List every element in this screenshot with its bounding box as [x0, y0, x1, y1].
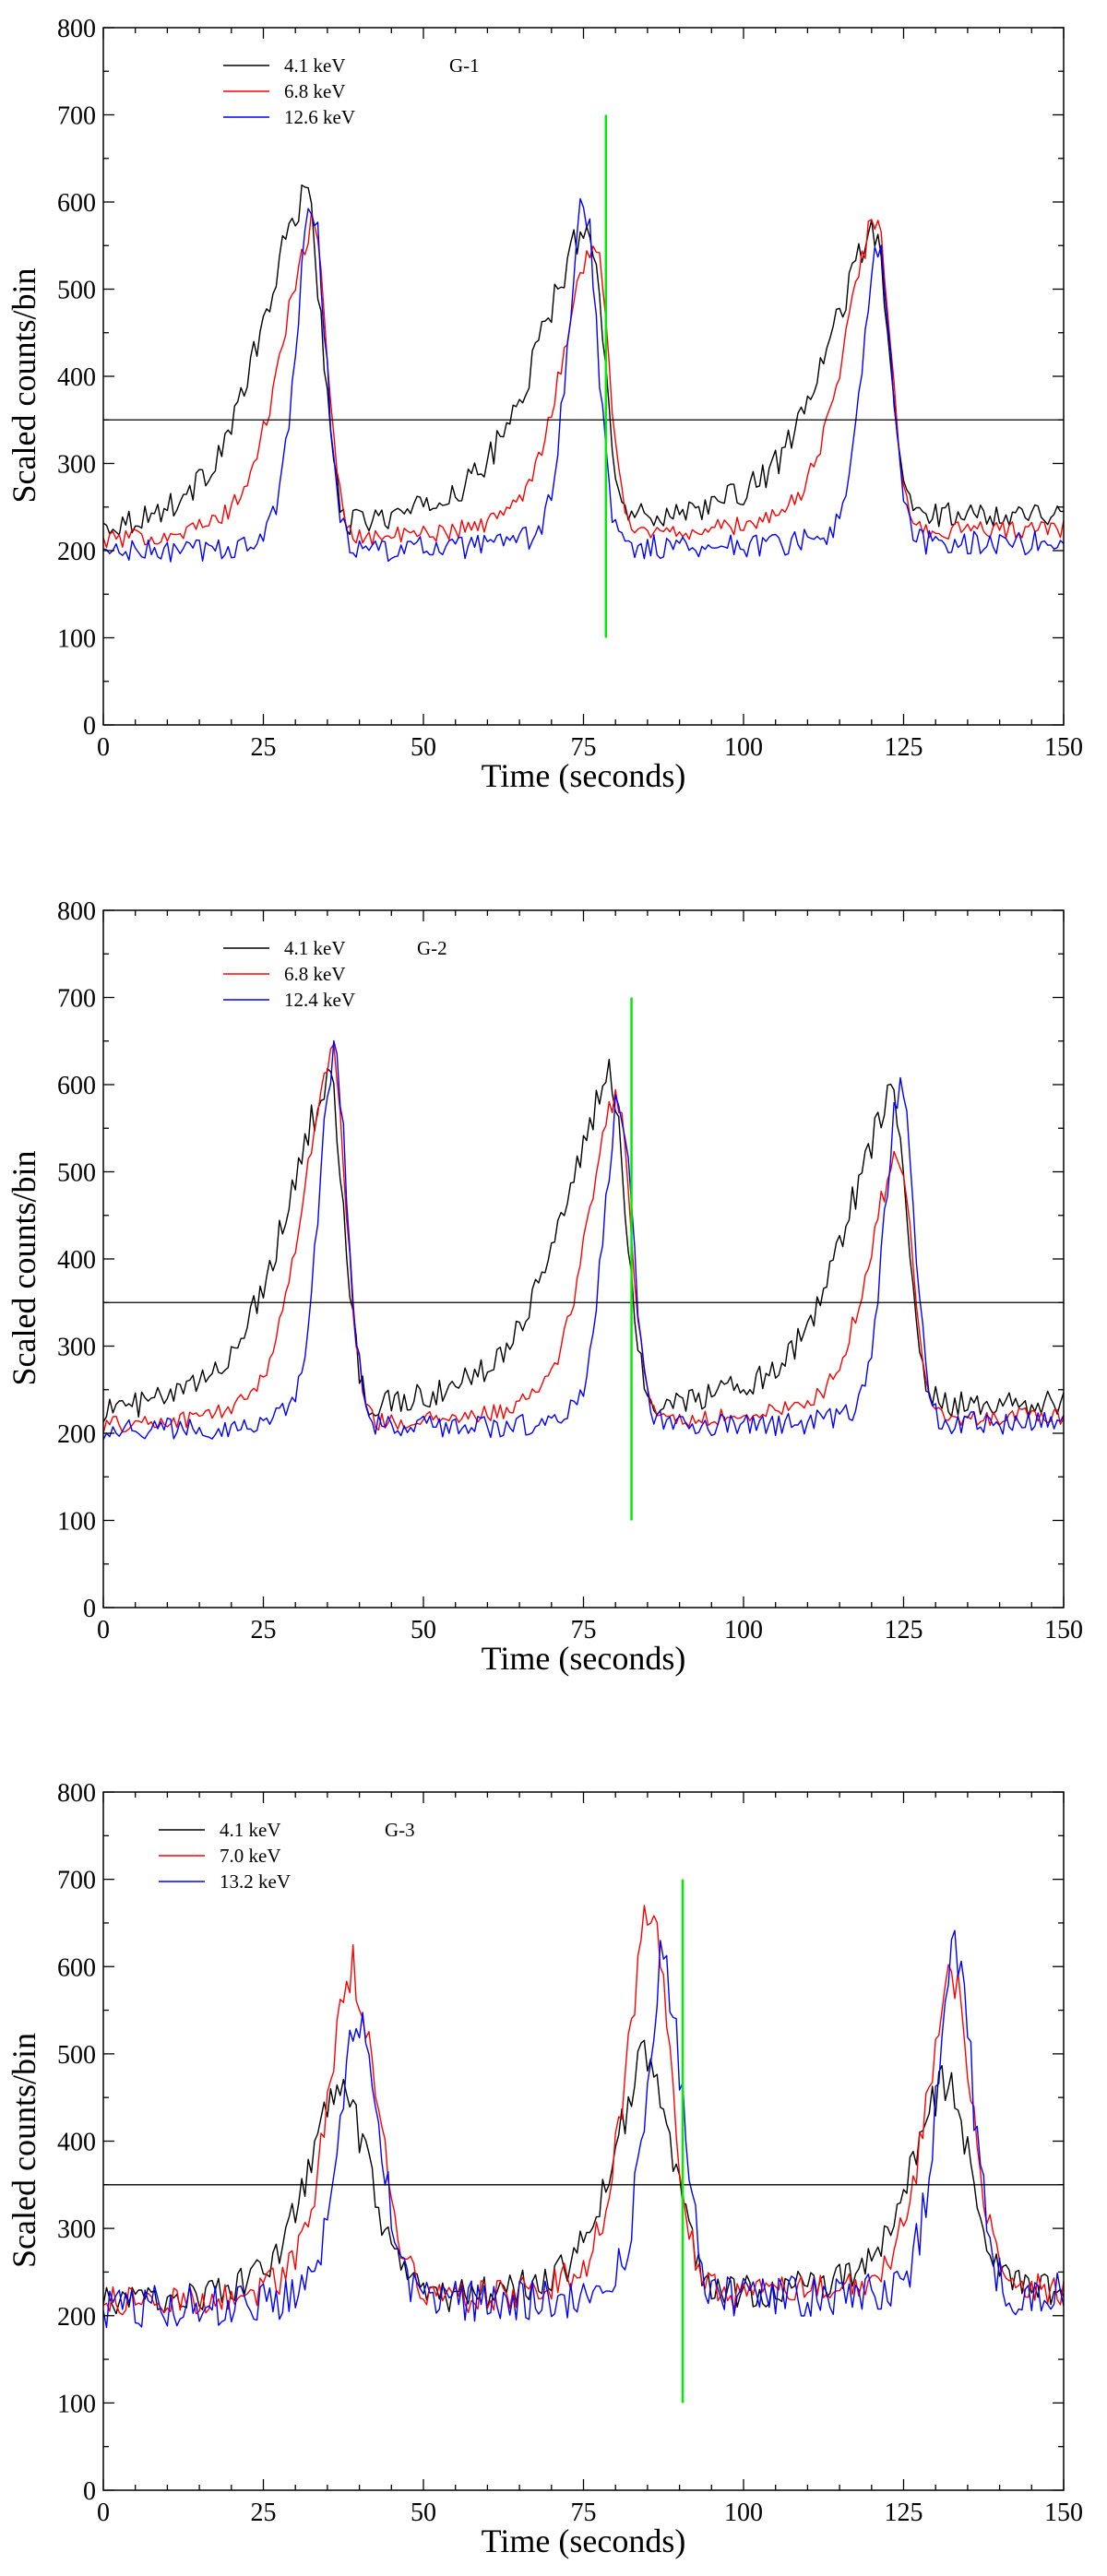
series-line-2	[103, 1905, 1064, 2316]
x-axis-label: Time (seconds)	[482, 757, 686, 794]
chart-panel-3: 0 25 50 75 100 125 150 0 100 200 300 400 500 600 700 80…	[6, 1779, 1083, 2559]
x-tick-label: 75	[571, 733, 597, 762]
series-line-2	[103, 211, 1064, 549]
series-group	[103, 1905, 1064, 2329]
y-tick-label: 800	[57, 897, 96, 926]
y-tick-label: 300	[57, 451, 96, 480]
y-tick-label: 800	[57, 15, 96, 43]
x-tick-label: 50	[411, 1616, 436, 1644]
y-tick-label: 800	[57, 1779, 96, 1808]
x-tick-label: 50	[411, 2499, 436, 2527]
y-tick-label: 500	[57, 277, 96, 305]
x-tick-label: 25	[251, 1616, 277, 1644]
y-tick-label: 200	[57, 2303, 96, 2332]
y-tick-label: 700	[57, 102, 96, 131]
panel-label: G-2	[417, 937, 447, 959]
y-tick-label: 400	[57, 2129, 96, 2157]
x-tick-label: 0	[97, 733, 110, 762]
x-tick-label: 100	[724, 2499, 763, 2527]
chart-panel-2: 0 25 50 75 100 125 150 0 100 200 300 400 500 600 700 80…	[6, 897, 1083, 1677]
panel-label: G-1	[449, 54, 480, 77]
x-tick-label: 125	[885, 1616, 923, 1644]
y-tick-label: 200	[57, 538, 96, 566]
y-axis-label: Scaled counts/bin	[6, 2033, 42, 2268]
y-tick-label: 300	[57, 2215, 96, 2244]
series-group	[103, 1039, 1064, 1441]
plot-frame	[102, 27, 1065, 726]
legend-label-1: 4.1 keV	[284, 54, 346, 77]
y-tick-label: 0	[83, 1595, 96, 1623]
chart-panel-1: 0 25 50 75 100 125 150 0 100 200 300 400 500 600 700 80…	[6, 15, 1083, 794]
legend-label-2: 6.8 keV	[284, 80, 346, 102]
legend-label-3: 13.2 keV	[220, 1870, 291, 1893]
x-tick-label: 0	[97, 1616, 110, 1644]
plot-frame	[102, 909, 1065, 1609]
x-tick-label: 100	[724, 733, 763, 762]
legend-label-3: 12.4 keV	[284, 989, 355, 1011]
y-tick-label: 200	[57, 1420, 96, 1449]
x-tick-label: 100	[724, 1616, 763, 1644]
x-tick-label: 50	[411, 733, 436, 762]
y-tick-label: 500	[57, 2041, 96, 2070]
y-tick-label: 600	[57, 1953, 96, 1982]
y-tick-label: 300	[57, 1334, 96, 1362]
series-group	[103, 184, 1064, 563]
y-tick-label: 100	[57, 1508, 96, 1537]
x-tick-label: 150	[1044, 1616, 1083, 1644]
x-tick-label: 0	[97, 2499, 110, 2527]
y-tick-label: 700	[57, 1867, 96, 1895]
legend-label-2: 7.0 keV	[220, 1845, 281, 1867]
y-axis-label: Scaled counts/bin	[6, 1151, 42, 1386]
legend: 4.1 keV 6.8 keV 12.4 keV G-2	[223, 937, 447, 1011]
y-tick-label: 700	[57, 985, 96, 1014]
y-tick-label: 0	[83, 2477, 96, 2506]
x-tick-label: 75	[571, 2499, 597, 2527]
x-tick-label: 125	[885, 733, 923, 762]
y-tick-label: 500	[57, 1159, 96, 1188]
x-axis-label: Time (seconds)	[482, 2523, 686, 2559]
legend-label-2: 6.8 keV	[284, 963, 346, 985]
x-tick-label: 125	[885, 2499, 923, 2527]
series-line-3	[103, 197, 1064, 563]
series-line-2	[103, 1043, 1064, 1434]
y-axis-label: Scaled counts/bin	[6, 268, 42, 504]
legend-label-3: 12.6 keV	[284, 106, 355, 128]
y-tick-label: 400	[57, 1246, 96, 1275]
legend: 4.1 keV 7.0 keV 13.2 keV G-3	[159, 1819, 415, 1893]
panel-label: G-3	[385, 1819, 415, 1841]
y-tick-label: 400	[57, 363, 96, 392]
series-line-1	[103, 184, 1064, 536]
x-tick-label: 25	[251, 2499, 277, 2527]
legend-label-1: 4.1 keV	[284, 937, 346, 959]
y-tick-label: 600	[57, 1072, 96, 1100]
x-tick-label: 150	[1044, 733, 1083, 762]
x-tick-label: 25	[251, 733, 277, 762]
y-tick-label: 600	[57, 189, 96, 218]
x-tick-label: 75	[571, 1616, 597, 1644]
x-tick-label: 150	[1044, 2499, 1083, 2527]
y-tick-label: 0	[83, 712, 96, 741]
series-line-3	[103, 1039, 1064, 1441]
legend-label-1: 4.1 keV	[220, 1819, 281, 1841]
legend: 4.1 keV 6.8 keV 12.6 keV G-1	[223, 54, 480, 128]
series-line-3	[103, 1929, 1064, 2329]
x-axis-label: Time (seconds)	[482, 1640, 686, 1677]
y-tick-label: 100	[57, 625, 96, 654]
y-tick-label: 100	[57, 2390, 96, 2418]
series-line-1	[103, 2039, 1064, 2315]
